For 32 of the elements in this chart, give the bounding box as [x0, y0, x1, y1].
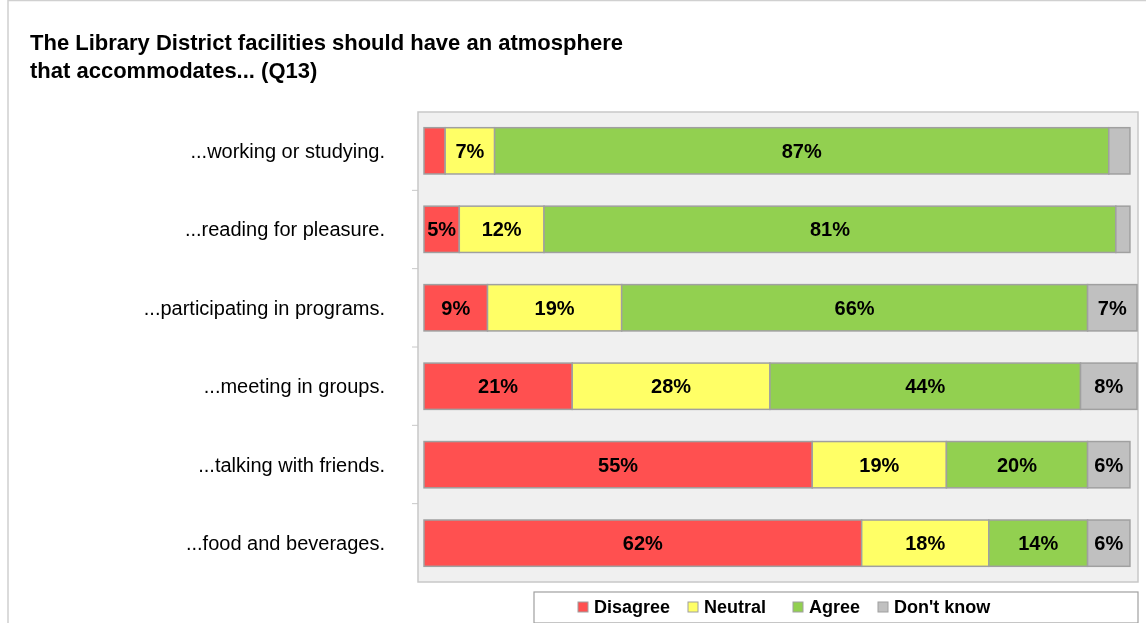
data-label: 18% — [905, 532, 946, 555]
data-label: 7% — [1097, 296, 1127, 319]
data-label: 20% — [996, 453, 1038, 476]
data-label: 5% — [427, 218, 457, 241]
legend-label: Neutral — [704, 597, 767, 618]
data-label: 6% — [1094, 532, 1124, 555]
data-label: 87% — [781, 139, 822, 162]
y-tick-label: ...reading for pleasure. — [184, 218, 385, 241]
y-tick-label: ...food and beverages. — [185, 532, 385, 555]
data-label: 28% — [651, 375, 692, 398]
y-tick-label: ...talking with friends. — [198, 453, 385, 476]
y-tick-label: ...working or studying. — [190, 139, 385, 162]
data-label: 8% — [1094, 375, 1124, 398]
y-tick-label: ...participating in programs. — [143, 296, 385, 319]
legend-label: Don't know — [894, 597, 992, 618]
data-label: 9% — [441, 296, 471, 319]
legend-label: Agree — [809, 597, 861, 618]
data-label: 66% — [834, 296, 875, 319]
data-label: 55% — [598, 453, 639, 476]
legend-label: Disagree — [594, 597, 671, 618]
data-label: 44% — [905, 375, 946, 398]
data-label: 14% — [1018, 532, 1059, 555]
chart-title: The Library District facilities should have an atmosphere that accommodates... (Q13) — [30, 30, 623, 83]
data-label: 62% — [622, 532, 664, 555]
data-label: 81% — [809, 218, 851, 241]
data-label: 19% — [859, 453, 900, 476]
data-label: 19% — [534, 296, 575, 319]
data-label: 6% — [1094, 453, 1124, 476]
data-label: 21% — [478, 375, 519, 398]
data-label: 7% — [455, 139, 485, 162]
y-tick-label: ...meeting in groups. — [203, 375, 385, 398]
data-label: 12% — [481, 218, 522, 241]
